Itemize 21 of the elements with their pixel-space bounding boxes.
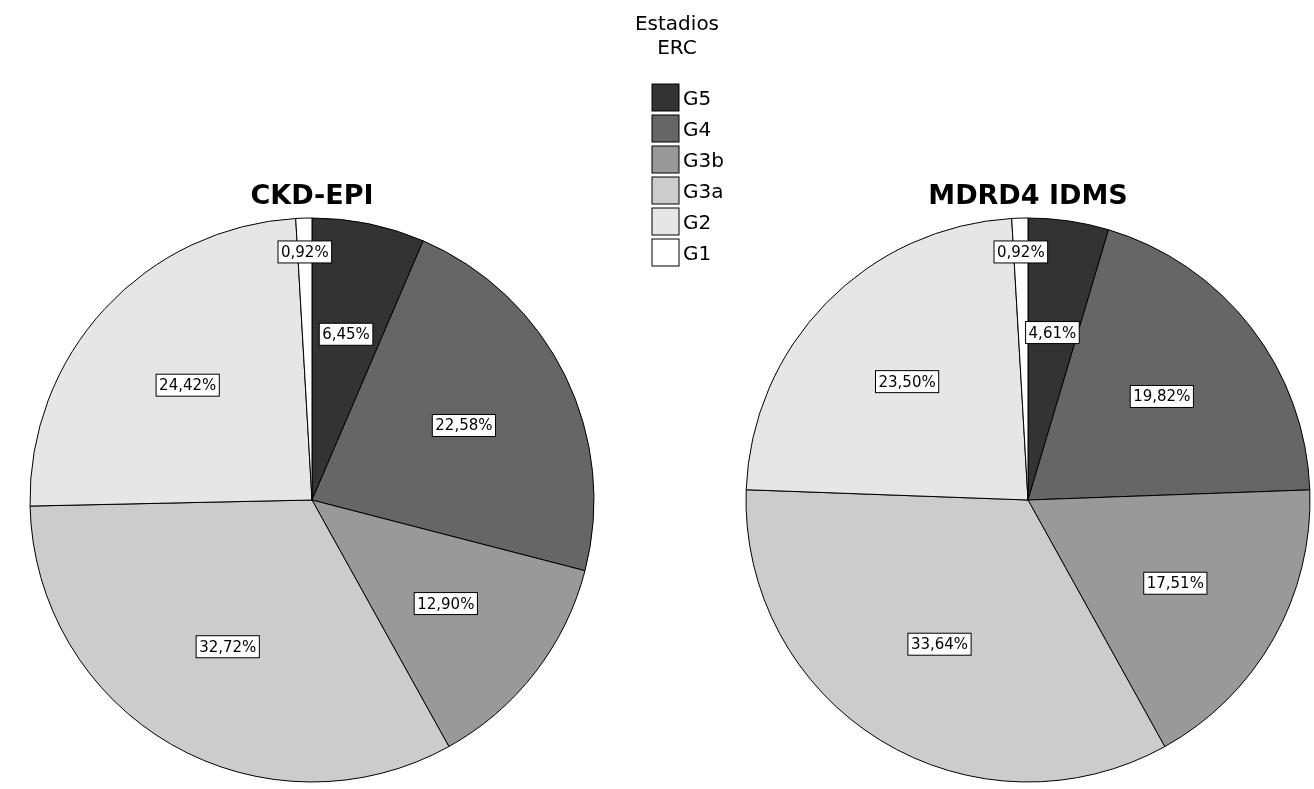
data-label: 32,72% — [199, 637, 257, 656]
legend-label: G3a — [683, 179, 724, 203]
data-label: 12,90% — [417, 594, 475, 613]
data-label: 17,51% — [1146, 574, 1204, 593]
data-label: 23,50% — [878, 372, 936, 391]
legend-label: G5 — [683, 86, 712, 110]
legend-title: Estadios ERC — [634, 11, 720, 59]
data-label: 0,92% — [997, 242, 1045, 261]
data-label: 24,42% — [159, 376, 217, 395]
data-label: 6,45% — [322, 325, 370, 344]
legend-label: G4 — [683, 117, 712, 141]
data-label: 4,61% — [1028, 323, 1077, 342]
data-label: 22,58% — [435, 416, 493, 435]
legend-label: G2 — [683, 210, 712, 234]
legend-label: G3b — [683, 148, 724, 172]
legend-label: G1 — [683, 241, 712, 265]
data-label: 19,82% — [1133, 387, 1191, 406]
chart-title: MDRD4 IDMS — [928, 179, 1128, 210]
data-label: 0,92% — [281, 242, 329, 261]
data-label: 33,64% — [910, 635, 969, 654]
text: CKD-EPI — [250, 179, 374, 210]
